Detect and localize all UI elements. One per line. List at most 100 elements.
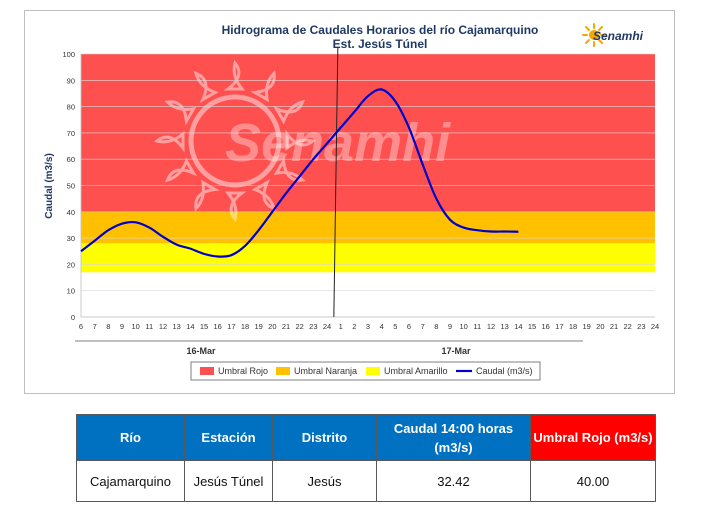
y-tick-label: 0 — [71, 313, 75, 322]
header-umbral-rojo: Umbral Rojo (m3/s) — [530, 414, 656, 461]
hydrograph-chart: Hidrograma de Caudales Horarios del río … — [24, 10, 675, 394]
day-label-17-mar: 17-Mar — [441, 346, 471, 356]
watermark-ray — [153, 130, 185, 153]
x-tick-label: 3 — [366, 322, 370, 331]
x-tick-label: 5 — [393, 322, 397, 331]
watermark-ray — [164, 157, 198, 183]
y-tick-label: 50 — [67, 182, 75, 191]
series-points — [80, 89, 519, 257]
table-row: Cajamarquino Jesús Túnel Jesús 32.42 40.… — [76, 460, 656, 502]
watermark-sun-icon — [188, 94, 282, 188]
x-tick-label: 11 — [145, 322, 153, 331]
x-tick-label: 20 — [596, 322, 604, 331]
grid — [80, 53, 655, 318]
x-tick-label: 10 — [459, 322, 467, 331]
x-tick-label: 16 — [213, 322, 221, 331]
x-tick-label: 6 — [407, 322, 411, 331]
x-tick-label: 14 — [514, 322, 522, 331]
watermark-ray — [194, 179, 220, 212]
y-tick-label: 40 — [67, 208, 75, 217]
y-tick-label: 60 — [67, 155, 75, 164]
watermark-ray — [272, 99, 306, 125]
cell-rio: Cajamarquino — [76, 460, 185, 502]
chart-title: Hidrograma de Caudales Horarios del río … — [222, 23, 539, 37]
watermark-sun-rays — [153, 59, 317, 223]
watermark-ray — [164, 100, 197, 126]
x-tick-label: 7 — [421, 322, 425, 331]
y-axis-ticks: 0 10 20 30 40 50 60 70 80 90 100 — [62, 50, 75, 322]
x-tick-label: 13 — [172, 322, 180, 331]
legend-label-caudal: Caudal (m3/s) — [476, 366, 533, 376]
info-table: Río Estación Distrito Caudal 14:00 horas… — [76, 414, 656, 502]
watermark-ray — [223, 59, 246, 91]
x-tick-label: 22 — [623, 322, 631, 331]
cell-distrito: Jesús — [272, 460, 377, 502]
x-tick-label: 17 — [555, 322, 563, 331]
x-tick-label: 18 — [569, 322, 577, 331]
watermark-ray — [250, 70, 276, 103]
x-tick-label: 1 — [339, 322, 343, 331]
sun-icon — [582, 23, 606, 47]
x-tick-label: 23 — [637, 322, 645, 331]
x-tick-label: 10 — [131, 322, 139, 331]
y-axis-label: Caudal (m3/s) — [44, 153, 55, 219]
header-estacion: Estación — [184, 414, 273, 461]
legend-swatch-umbral-amarillo — [366, 367, 380, 375]
x-tick-label: 16 — [541, 322, 549, 331]
legend-label-umbral-rojo: Umbral Rojo — [218, 366, 268, 376]
cell-estacion: Jesús Túnel — [184, 460, 273, 502]
legend-box — [190, 361, 541, 381]
watermark-ray — [285, 129, 317, 152]
watermark-ray — [193, 70, 219, 104]
y-tick-label: 20 — [67, 260, 75, 269]
x-tick-label: 14 — [186, 322, 194, 331]
legend-label-umbral-amarillo: Umbral Amarillo — [384, 366, 448, 376]
x-tick-label: 6 — [79, 322, 83, 331]
x-tick-label: 24 — [651, 322, 659, 331]
x-tick-label: 8 — [106, 322, 110, 331]
x-tick-label: 21 — [610, 322, 618, 331]
x-tick-label: 13 — [500, 322, 508, 331]
y-tick-label: 10 — [67, 287, 75, 296]
watermark-ray — [273, 156, 306, 182]
x-tick-label: 23 — [309, 322, 317, 331]
y-tick-label: 80 — [67, 103, 75, 112]
x-tick-label: 15 — [528, 322, 536, 331]
x-tick-label: 17 — [227, 322, 235, 331]
x-tick-label: 11 — [473, 322, 481, 331]
legend-swatch-umbral-rojo — [200, 367, 214, 375]
band-umbral-amarillo — [81, 243, 655, 273]
y-tick-label: 30 — [67, 234, 75, 243]
legend: Umbral Rojo Umbral Naranja Umbral Amaril… — [190, 361, 541, 381]
x-tick-label: 12 — [159, 322, 167, 331]
header-distrito: Distrito — [272, 414, 377, 461]
y-tick-label: 90 — [67, 76, 75, 85]
x-tick-label: 18 — [241, 322, 249, 331]
day-label-16-mar: 16-Mar — [186, 346, 216, 356]
cell-umbral-rojo: 40.00 — [530, 460, 656, 502]
x-tick-label: 7 — [93, 322, 97, 331]
logo-text: Senamhi — [593, 29, 644, 43]
x-tick-label: 12 — [487, 322, 495, 331]
x-tick-label: 8 — [434, 322, 438, 331]
day-divider-line — [333, 47, 339, 318]
cell-caudal: 32.42 — [376, 460, 531, 502]
y-tick-label: 70 — [67, 129, 75, 138]
watermark — [153, 59, 317, 223]
x-tick-label: 20 — [268, 322, 276, 331]
header-caudal: Caudal 14:00 horas (m3/s) — [376, 414, 531, 461]
x-tick-label: 9 — [448, 322, 452, 331]
x-axis-ticks: 6 7 8 9 10 11 12 13 14 15 16 17 18 19 20 21 22 23 24 1 2 3 4 5 6… — [79, 322, 659, 331]
x-tick-label: 19 — [582, 322, 590, 331]
x-tick-label: 2 — [352, 322, 356, 331]
chart-subtitle: Est. Jesús Túnel — [333, 37, 428, 51]
x-tick-label: 22 — [295, 322, 303, 331]
table-header-row: Río Estación Distrito Caudal 14:00 horas… — [76, 414, 656, 461]
watermark-ray — [224, 191, 247, 223]
watermark-text: Senamhi — [225, 113, 451, 173]
legend-swatch-umbral-naranja — [276, 367, 290, 375]
y-tick-label: 100 — [62, 50, 75, 59]
x-tick-label: 9 — [120, 322, 124, 331]
x-tick-label: 21 — [282, 322, 290, 331]
x-tick-label: 4 — [380, 322, 384, 331]
